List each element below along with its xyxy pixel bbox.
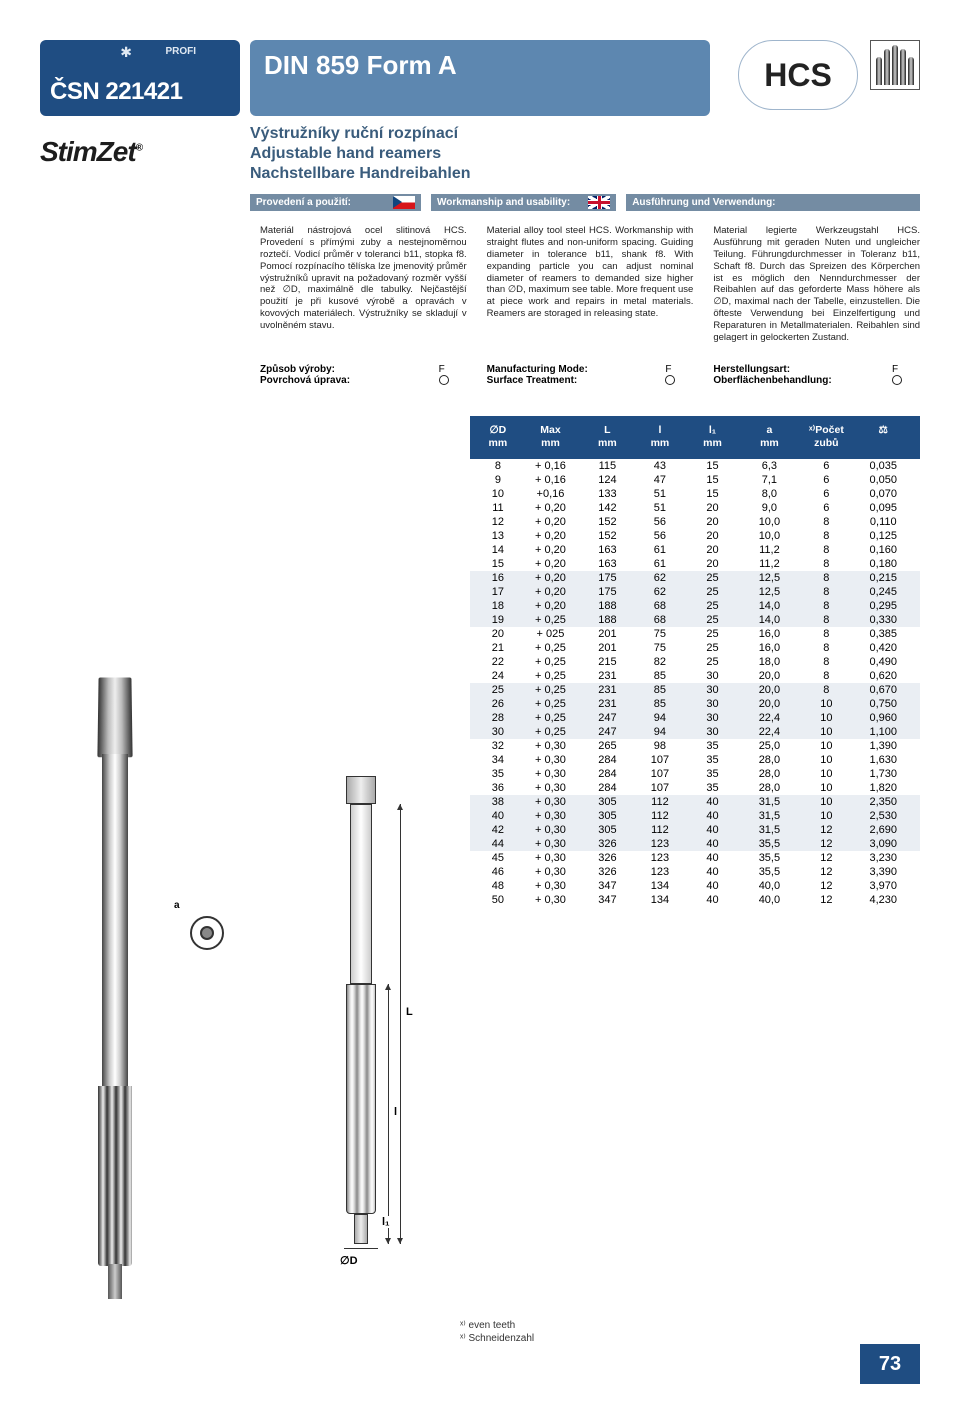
table-row: 30+ 0,25247943022,4101,100 [470, 725, 920, 739]
label-de: Ausführung und Verwendung: [626, 194, 920, 211]
table-row: 50+ 0,303471344040,0124,230 [470, 893, 920, 907]
mode-de: Herstellungsart:Oberflächenbehandlung: F [713, 364, 920, 388]
table-row: 17+ 0,20175622512,580,245 [470, 585, 920, 599]
mode-cz: Způsob výroby:Povrchová úprava: F [260, 364, 467, 388]
table-row: 36+ 0,302841073528,0101,820 [470, 781, 920, 795]
table-row: 22+ 0,25215822518,080,490 [470, 655, 920, 669]
table-row: 38+ 0,303051124031,5102,350 [470, 795, 920, 809]
description-row: Materiál nástrojová ocel slitinová HCS. … [40, 225, 920, 344]
table-row: 16+ 0,20175622512,580,215 [470, 571, 920, 585]
technical-diagram: L l l₁ ∅D [270, 776, 470, 1356]
table-row: 12+ 0,20152562010,080,110 [470, 515, 920, 529]
desc-en: Material alloy tool steel HCS. Workmansh… [487, 225, 694, 344]
table-row: 25+ 0,25231853020,080,670 [470, 683, 920, 697]
weight-icon: ⚖ [853, 424, 914, 451]
table-row: 13+ 0,20152562010,080,125 [470, 529, 920, 543]
dim-label-L: L [404, 1006, 415, 1018]
table-row: 18+ 0,20188682514,080,295 [470, 599, 920, 613]
desc-cz: Materiál nástrojová ocel slitinová HCS. … [260, 225, 467, 344]
subtitle-en: Adjustable hand reamers [250, 144, 710, 164]
table-row: 15+ 0,20163612011,280,180 [470, 557, 920, 571]
csn-standard-box: ✱ PROFI ČSN 221421 [40, 40, 240, 116]
circle-icon [439, 375, 449, 385]
flag-uk-icon [588, 196, 610, 209]
material-badge: HCS [738, 40, 858, 110]
dim-label-l: l [392, 1106, 399, 1118]
brand-logo: StimZet® [40, 136, 240, 168]
table-row: 40+ 0,303051124031,5102,530 [470, 809, 920, 823]
data-table-body: 8+ 0,1611543156,360,0359+ 0,1612447157,1… [470, 459, 920, 907]
table-row: 8+ 0,1611543156,360,035 [470, 459, 920, 473]
label-en: Workmanship and usability: [431, 194, 576, 211]
table-row: 34+ 0,302841073528,0101,630 [470, 753, 920, 767]
table-row: 48+ 0,303471344040,0123,970 [470, 879, 920, 893]
table-row: 44+ 0,303261234035,5123,090 [470, 837, 920, 851]
flag-cz-icon [393, 196, 415, 209]
subtitle-cz: Výstružníky ruční rozpínací [250, 124, 710, 144]
table-row: 42+ 0,303051124031,5122,690 [470, 823, 920, 837]
table-row: 24+ 0,25231853020,080,620 [470, 669, 920, 683]
table-header: ∅Dmm Maxmm Lmm lmm l₁mm amm ˣ⁾Početzubů … [470, 416, 920, 459]
table-row: 19+ 0,25188682514,080,330 [470, 613, 920, 627]
table-row: 14+ 0,20163612011,280,160 [470, 543, 920, 557]
table-row: 21+ 0,25201752516,080,420 [470, 641, 920, 655]
page-number: 73 [860, 1344, 920, 1384]
subtitle-de: Nachstellbare Handreibahlen [250, 164, 710, 184]
table-row: 9+ 0,1612447157,160,050 [470, 473, 920, 487]
product-subtitle: Výstružníky ruční rozpínací Adjustable h… [250, 124, 710, 184]
desc-de: Material legierte Werkzeugstahl HCS. Aus… [713, 225, 920, 344]
din-standard-box: DIN 859 Form A [250, 40, 710, 116]
circle-icon [665, 375, 675, 385]
tool-profile-icon [870, 40, 920, 90]
star-icon: ✱ [120, 44, 132, 61]
circle-icon [892, 375, 902, 385]
reamer-photo [50, 676, 180, 1326]
table-row: 46+ 0,303261234035,5123,390 [470, 865, 920, 879]
table-row: 45+ 0,303261234035,5123,230 [470, 851, 920, 865]
din-title: DIN 859 Form A [264, 50, 696, 81]
section-view-icon: a [190, 916, 224, 950]
table-row: 32+ 0,30265983525,0101,390 [470, 739, 920, 753]
mode-en: Manufacturing Mode:Surface Treatment: F [487, 364, 694, 388]
csn-title: ČSN 221421 [50, 78, 230, 106]
dim-label-l1: l₁ [380, 1216, 392, 1228]
table-row: 26+ 0,25231853020,0100,750 [470, 697, 920, 711]
profi-label: PROFI [165, 46, 196, 57]
table-row: 10+0,1613351158,060,070 [470, 487, 920, 501]
table-row: 20+ 025201752516,080,385 [470, 627, 920, 641]
table-row: 28+ 0,25247943022,4100,960 [470, 711, 920, 725]
mode-row: Způsob výroby:Povrchová úprava: F Manufa… [40, 364, 920, 388]
footnotes: ˣ⁾ even teeth ˣ⁾ Schneidenzahl [460, 1318, 534, 1344]
dim-label-D: ∅D [340, 1254, 358, 1267]
table-row: 35+ 0,302841073528,0101,730 [470, 767, 920, 781]
section-labels-row: Provedení a použití: Workmanship and usa… [40, 194, 920, 211]
table-row: 11+ 0,2014251209,060,095 [470, 501, 920, 515]
label-cz: Provedení a použití: [250, 194, 357, 211]
